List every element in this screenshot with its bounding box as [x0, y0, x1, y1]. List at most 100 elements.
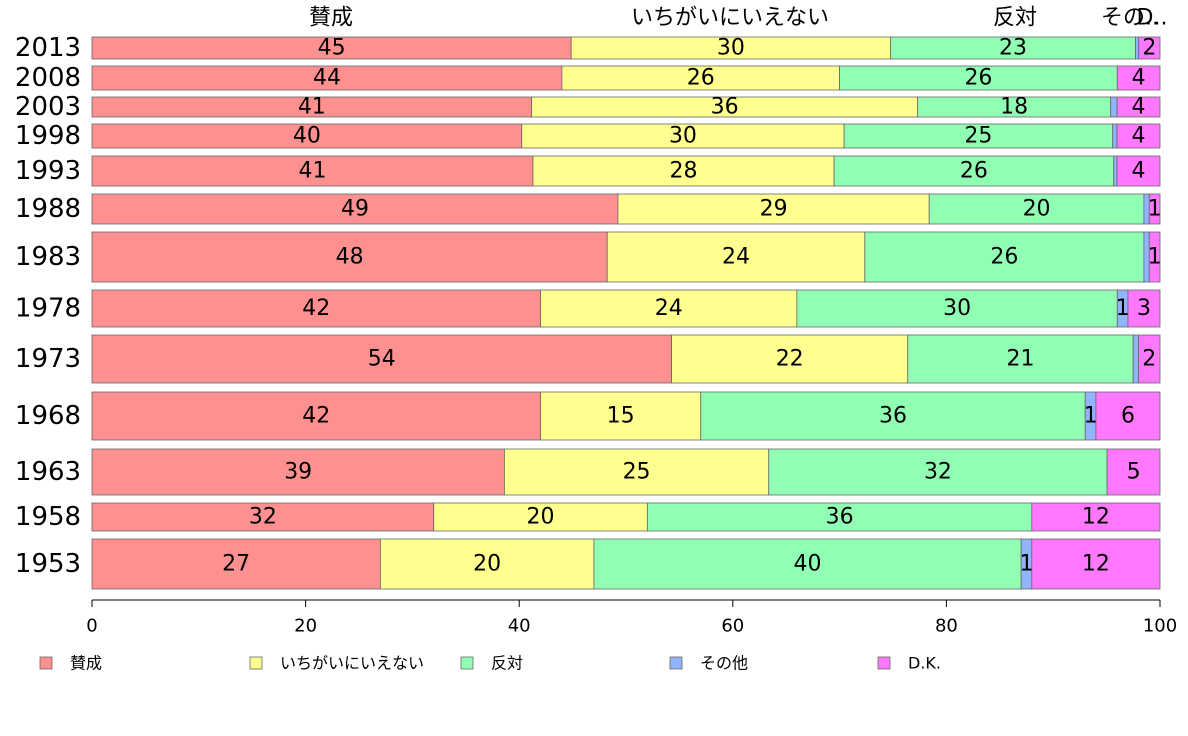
legend: 賛成 いちがいにいえない 反対 その他 D.K. — [39, 654, 941, 673]
bar-value-label: 23 — [999, 36, 1027, 61]
bar-segment-2008-4 — [1116, 65, 1161, 91]
bar-segment-1983-1 — [606, 231, 866, 283]
legend-label: D.K. — [908, 654, 941, 673]
bar-segment-1998-1 — [521, 123, 845, 149]
bar-segment-1953-0 — [91, 538, 381, 590]
bar-segment-1968-0 — [91, 391, 541, 441]
bar-value-label: 4 — [1132, 66, 1146, 91]
bar-segment-1958-0 — [91, 502, 435, 532]
bar-segment-1998-3 — [1112, 123, 1118, 149]
bar-segment-1973-2 — [907, 334, 1134, 384]
bar-segment-2003-4 — [1116, 96, 1161, 118]
bar-value-label: 41 — [298, 159, 326, 184]
bar-segment-1988-2 — [928, 193, 1145, 225]
bar-value-label: 3 — [1137, 296, 1151, 321]
bar-value-label: 27 — [222, 552, 250, 577]
bar-segment-1983-0 — [91, 231, 608, 283]
column-header-label: 反対 — [993, 6, 1037, 31]
bar-value-label: 32 — [249, 505, 277, 530]
legend-swatch — [249, 656, 263, 670]
bar-value-label: 26 — [964, 66, 992, 91]
year-label: 1988 — [15, 194, 81, 224]
bar-value-label: 32 — [924, 460, 952, 485]
column-header-label: 賛成 — [309, 6, 353, 31]
bar-segment-1993-1 — [532, 155, 835, 187]
year-label: 2008 — [15, 63, 81, 93]
legend-label: 賛成 — [70, 654, 102, 673]
bar-value-label: 24 — [722, 245, 750, 270]
bar-value-label: 5 — [1127, 460, 1141, 485]
bar-value-label: 25 — [623, 460, 651, 485]
x-tick-label: 60 — [721, 616, 744, 637]
bar-value-label: 42 — [302, 296, 330, 321]
legend-swatch — [877, 656, 891, 670]
bar-value-label: 29 — [760, 197, 788, 222]
bar-segment-1968-4 — [1095, 391, 1161, 441]
bar-value-label: 4 — [1132, 95, 1146, 120]
bar-value-label: 22 — [776, 347, 804, 372]
bar-value-label: 54 — [368, 347, 396, 372]
legend-swatch — [460, 656, 474, 670]
bar-segment-1998-0 — [91, 123, 523, 149]
bar-segment-1973-0 — [91, 334, 673, 384]
bar-value-label: 18 — [1000, 95, 1028, 120]
bar-segment-1978-2 — [796, 289, 1118, 328]
year-label: 1978 — [15, 294, 81, 324]
bar-value-label: 1 — [1148, 197, 1162, 222]
bar-value-label: 26 — [687, 66, 715, 91]
bar-value-label: 1 — [1084, 404, 1098, 429]
bar-value-label: 36 — [711, 95, 739, 120]
bar-segment-1953-2 — [593, 538, 1022, 590]
x-tick-label: 80 — [935, 616, 958, 637]
bar-segment-1963-2 — [768, 448, 1108, 496]
bar-segment-1958-2 — [646, 502, 1033, 532]
bar-segment-1973-3 — [1132, 334, 1139, 384]
year-label: 1958 — [15, 502, 81, 532]
bar-segment-1998-4 — [1116, 123, 1161, 149]
bar-value-label: 21 — [1006, 347, 1034, 372]
bar-value-label: 41 — [298, 95, 326, 120]
bar-value-label: 36 — [879, 404, 907, 429]
bar-segment-1968-2 — [700, 391, 1086, 441]
bar-value-label: 42 — [302, 404, 330, 429]
bar-value-label: 2 — [1142, 36, 1156, 61]
year-label: 1998 — [15, 121, 81, 151]
year-label: 1953 — [15, 549, 81, 579]
bar-value-label: 48 — [336, 245, 364, 270]
bar-segment-1983-2 — [864, 231, 1145, 283]
bar-segment-1993-3 — [1113, 155, 1118, 187]
year-label: 1963 — [15, 457, 81, 487]
bar-segment-2003-3 — [1110, 96, 1118, 118]
legend-label: その他 — [700, 654, 748, 673]
bar-value-label: 45 — [318, 36, 346, 61]
bar-value-label: 12 — [1082, 552, 1110, 577]
bar-value-label: 6 — [1121, 404, 1135, 429]
bar-segment-1963-1 — [503, 448, 770, 496]
bar-segment-1988-4 — [1148, 193, 1161, 225]
year-label: 1993 — [15, 156, 81, 186]
x-tick-label: 100 — [1143, 616, 1177, 637]
column-header-label: D.. — [1137, 6, 1168, 31]
bar-segment-1988-1 — [617, 193, 930, 225]
x-tick-label: 20 — [294, 616, 317, 637]
x-tick-label: 40 — [508, 616, 531, 637]
bar-value-label: 44 — [313, 66, 341, 91]
bar-value-label: 2 — [1142, 347, 1156, 372]
bar-segment-1963-4 — [1106, 448, 1161, 496]
bar-value-label: 20 — [1023, 197, 1051, 222]
bar-segment-1963-0 — [91, 448, 505, 496]
legend-swatch — [669, 656, 683, 670]
x-axis: 0 20 40 60 80 100 — [86, 599, 1177, 637]
bar-value-label: 40 — [293, 124, 321, 149]
bar-segment-1993-0 — [91, 155, 534, 187]
bar-value-label: 12 — [1082, 505, 1110, 530]
bar-value-label: 1 — [1148, 245, 1162, 270]
bar-value-label: 20 — [527, 505, 555, 530]
bar-value-label: 26 — [960, 159, 988, 184]
legend-label: いちがいにいえない — [280, 654, 424, 673]
legend-swatch — [39, 656, 53, 670]
bar-value-label: 39 — [284, 460, 312, 485]
bar-segment-1978-0 — [91, 289, 541, 328]
year-label: 1983 — [15, 242, 81, 272]
